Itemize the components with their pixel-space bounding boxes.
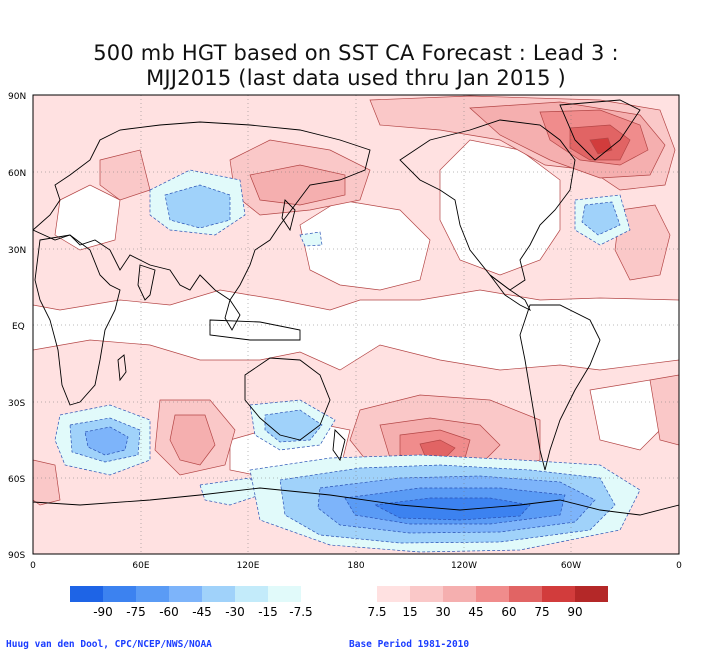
legend-label: -7.5 [289,605,312,619]
legend-swatch-positive-4 [509,586,542,602]
lat-label-60s: 60S [8,475,25,485]
lon-label-0: 0 [30,561,36,571]
legend-label: -15 [258,605,278,619]
legend-label: 60 [501,605,516,619]
legend-label: -90 [93,605,113,619]
map-title-line-2: MJJ2015 (last data used thru Jan 2015 ) [146,66,566,90]
lat-label-90s: 90S [8,551,25,561]
legend-swatch-negative-0 [70,586,103,602]
legend-swatch-negative-3 [169,586,202,602]
legend-label: -60 [159,605,179,619]
legend-label: 90 [567,605,582,619]
legend-swatch-negative-4 [202,586,235,602]
lat-label-30s: 30S [8,399,25,409]
legend-swatch-positive-2 [443,586,476,602]
legend-swatch-negative-2 [136,586,169,602]
map-frame [32,94,680,555]
credit-author: Huug van den Dool, CPC/NCEP/NWS/NOAA [6,639,212,650]
legend-label: 7.5 [367,605,386,619]
coastlines [33,99,679,516]
legend-swatch-negative-5 [235,586,268,602]
legend-label: 75 [534,605,549,619]
legend-label: 15 [402,605,417,619]
lon-label-180: 180 [347,561,364,571]
legend-label: 30 [435,605,450,619]
lat-label-30n: 30N [8,246,26,256]
legend-label: 45 [468,605,483,619]
legend-label: -45 [192,605,212,619]
legend-swatch-negative-6 [268,586,301,602]
lon-label-60e: 60E [132,561,149,571]
lat-label-eq: EQ [12,322,25,332]
legend-swatch-positive-3 [476,586,509,602]
lat-label-60n: 60N [8,169,26,179]
lon-label-120e: 120E [237,561,260,571]
graticule [33,95,679,554]
credit-base-period: Base Period 1981-2010 [349,639,470,650]
lat-label-90n: 90N [8,92,26,102]
legend-swatch-positive-5 [542,586,575,602]
legend-swatch-positive-0 [377,586,410,602]
legend-label: -30 [225,605,245,619]
color-legend: -90 -75 -60 -45 -30 -15 -7.5 7.5 15 30 45 60 75 90 [70,586,608,619]
legend-label: -75 [126,605,146,619]
legend-swatch-negative-1 [103,586,136,602]
lon-label-0-east: 0 [676,561,682,571]
lon-label-60w: 60W [561,561,581,571]
legend-swatch-positive-1 [410,586,443,602]
map-title-line-1: 500 mb HGT based on SST CA Forecast : Le… [93,41,619,65]
lat-labels: 90N 60N 30N EQ 30S 60S 90S [8,92,26,561]
legend-swatch-positive-6 [575,586,608,602]
lon-labels: 0 60E 120E 180 120W 60W 0 [30,561,682,571]
anomaly-field [33,95,679,554]
lon-label-120w: 120W [451,561,477,571]
